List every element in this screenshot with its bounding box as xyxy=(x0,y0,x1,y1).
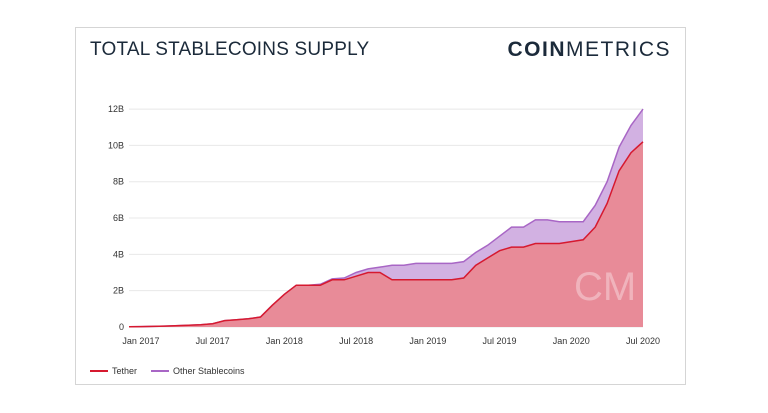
y-tick-label: 12B xyxy=(108,104,124,114)
x-tick-label: Jul 2020 xyxy=(626,336,660,346)
y-tick-label: 2B xyxy=(113,286,124,296)
x-tick-label: Jul 2018 xyxy=(339,336,373,346)
y-tick-label: 6B xyxy=(113,213,124,223)
legend-swatch-tether xyxy=(90,370,108,372)
watermark-logo: CM xyxy=(574,265,636,309)
x-axis: Jan 2017 Jul 2017 Jan 2018 Jul 2018 Jan 2019… xyxy=(122,336,660,346)
chart-title: TOTAL STABLECOINS SUPPLY xyxy=(90,39,370,60)
x-tick-label: Jan 2018 xyxy=(266,336,303,346)
chart-card: TOTAL STABLECOINS SUPPLY COINMETRICS CM … xyxy=(75,27,686,385)
y-tick-label: 8B xyxy=(113,177,124,187)
legend-item-tether[interactable]: Tether xyxy=(90,366,137,376)
legend-label-tether: Tether xyxy=(112,366,138,376)
brand-logo: COINMETRICS xyxy=(508,38,672,62)
area-series xyxy=(128,108,644,328)
brand-logo-bold: COIN xyxy=(507,38,566,61)
legend-item-other-stablecoins[interactable]: Other Stablecoins xyxy=(151,366,245,376)
legend-label-other-stablecoins: Other Stablecoins xyxy=(173,366,245,376)
y-tick-label: 4B xyxy=(113,249,124,259)
x-tick-label: Jan 2017 xyxy=(122,336,159,346)
legend: Tether Other Stablecoins xyxy=(90,366,245,376)
brand-logo-light: METRICS xyxy=(566,38,671,61)
y-tick-label: 10B xyxy=(108,140,124,150)
x-tick-label: Jan 2019 xyxy=(409,336,446,346)
legend-swatch-other-stablecoins xyxy=(151,370,170,372)
y-tick-label: 0 xyxy=(119,322,124,332)
tether-area xyxy=(129,141,643,327)
tether-line xyxy=(128,141,644,328)
x-tick-label: Jan 2020 xyxy=(553,336,590,346)
y-axis: 0 2B 4B 6B 8B 10B 12B xyxy=(108,104,124,332)
x-tick-label: Jul 2017 xyxy=(196,336,230,346)
x-tick-label: Jul 2019 xyxy=(483,336,517,346)
